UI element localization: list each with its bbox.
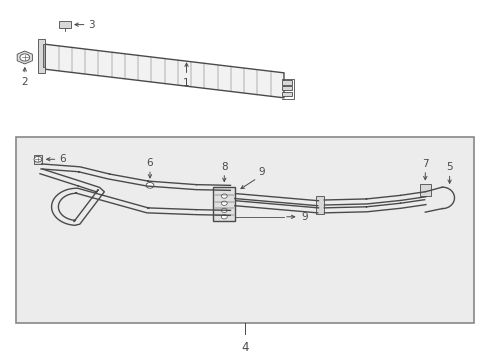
Text: 5: 5 [446, 162, 453, 172]
Bar [59, 21, 71, 28]
Text: 1: 1 [183, 78, 190, 88]
Polygon shape [45, 44, 284, 98]
Circle shape [34, 157, 42, 162]
Circle shape [20, 54, 30, 61]
Text: 6: 6 [147, 158, 153, 168]
Text: 9: 9 [259, 167, 265, 177]
Text: 9: 9 [301, 212, 308, 222]
Bar [282, 92, 292, 96]
Bar [34, 155, 42, 163]
Polygon shape [38, 39, 45, 73]
Text: 6: 6 [59, 154, 66, 164]
Circle shape [221, 194, 227, 198]
Bar [316, 196, 324, 214]
Bar [282, 80, 292, 85]
Circle shape [221, 201, 227, 205]
Circle shape [221, 208, 227, 212]
Text: 4: 4 [241, 341, 249, 354]
Text: 2: 2 [22, 77, 28, 87]
Polygon shape [17, 51, 32, 64]
Bar [213, 187, 235, 221]
Bar [420, 184, 431, 196]
Circle shape [221, 215, 227, 219]
Circle shape [146, 183, 154, 188]
Text: 7: 7 [422, 158, 429, 168]
Bar [282, 86, 292, 90]
Text: 3: 3 [88, 19, 95, 30]
FancyBboxPatch shape [16, 137, 474, 323]
Text: 8: 8 [221, 162, 228, 172]
